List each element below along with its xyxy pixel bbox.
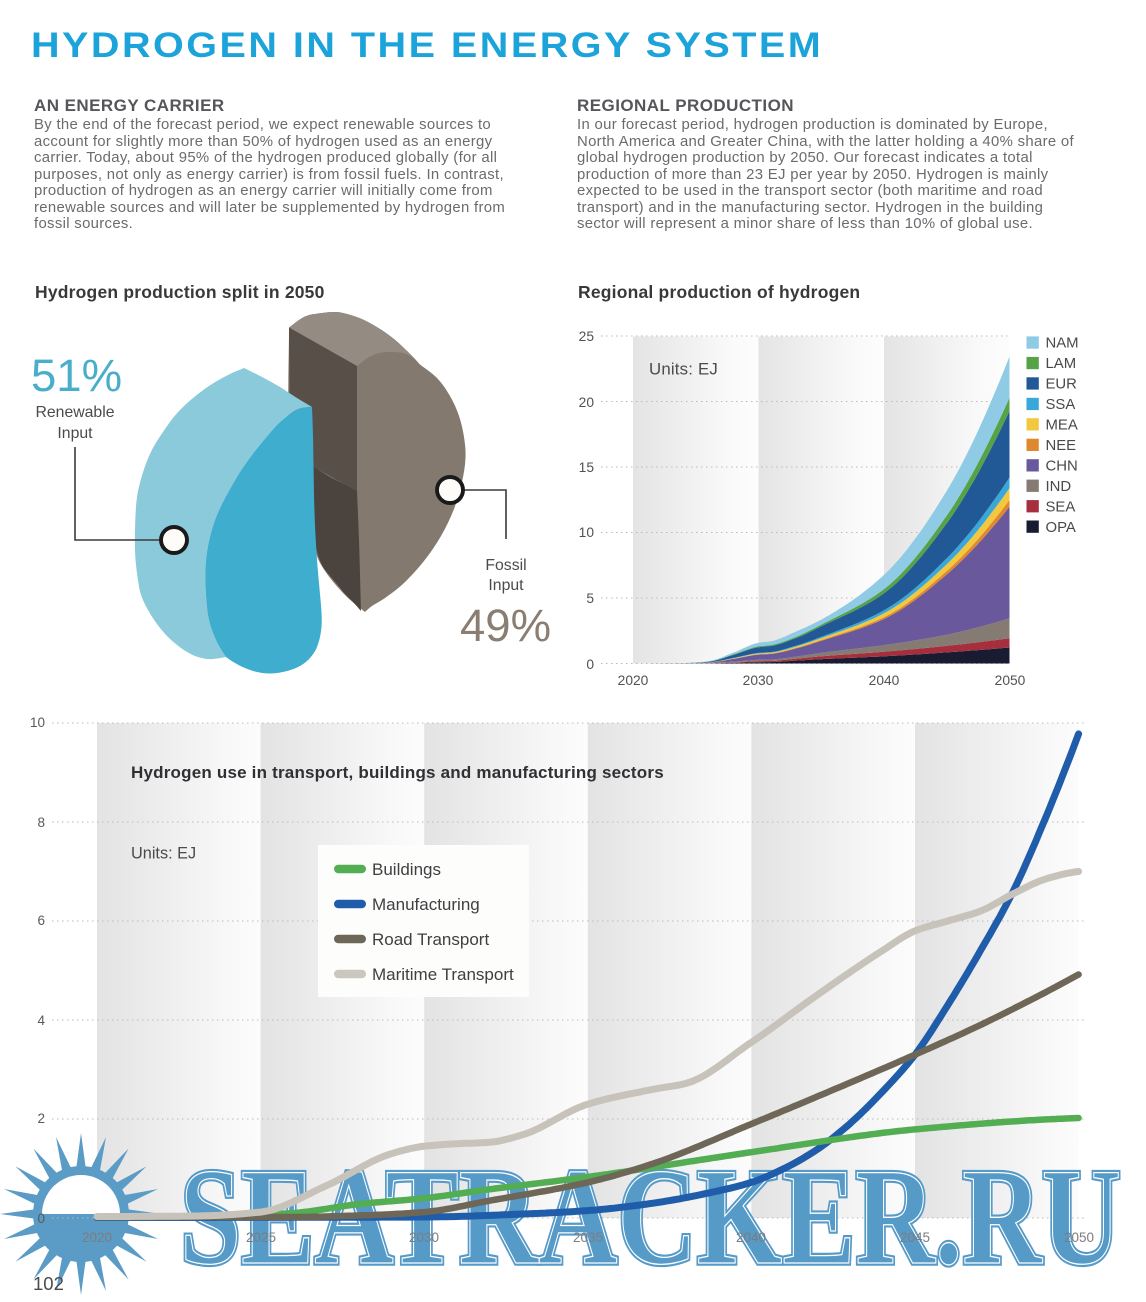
svg-text:6: 6: [37, 913, 45, 928]
svg-text:Manufacturing: Manufacturing: [372, 895, 480, 914]
svg-text:OPA: OPA: [1046, 520, 1076, 536]
svg-text:SSA: SSA: [1046, 397, 1076, 413]
svg-text:2050: 2050: [995, 673, 1026, 688]
svg-text:NAM: NAM: [1046, 336, 1079, 352]
svg-text:2025: 2025: [246, 1230, 276, 1245]
svg-text:15: 15: [579, 460, 595, 475]
svg-text:25: 25: [579, 329, 595, 344]
svg-text:Units: EJ: Units: EJ: [649, 360, 718, 379]
svg-text:Hydrogen use in transport, bui: Hydrogen use in transport, buildings and…: [131, 763, 664, 782]
svg-text:MEA: MEA: [1046, 418, 1078, 434]
svg-text:2030: 2030: [409, 1230, 439, 1245]
svg-text:EUR: EUR: [1046, 377, 1078, 393]
svg-text:2040: 2040: [736, 1230, 766, 1245]
svg-text:2020: 2020: [618, 673, 649, 688]
svg-text:CHN: CHN: [1046, 459, 1078, 475]
svg-text:2030: 2030: [743, 673, 774, 688]
svg-text:LAM: LAM: [1046, 356, 1077, 372]
svg-text:5: 5: [586, 591, 594, 606]
svg-text:8: 8: [37, 815, 45, 830]
svg-text:4: 4: [37, 1013, 45, 1028]
svg-text:2035: 2035: [573, 1230, 603, 1245]
svg-text:0: 0: [37, 1211, 45, 1226]
svg-text:0: 0: [586, 657, 594, 672]
svg-text:2040: 2040: [869, 673, 900, 688]
svg-text:10: 10: [579, 525, 595, 540]
svg-text:2020: 2020: [82, 1230, 112, 1245]
svg-text:Road Transport: Road Transport: [372, 930, 489, 949]
svg-text:Units: EJ: Units: EJ: [131, 845, 196, 863]
svg-text:20: 20: [579, 395, 595, 410]
svg-text:2050: 2050: [1064, 1230, 1094, 1245]
svg-text:Maritime Transport: Maritime Transport: [372, 965, 514, 984]
svg-text:Buildings: Buildings: [372, 860, 441, 879]
svg-text:NEE: NEE: [1046, 438, 1077, 454]
svg-text:SEA: SEA: [1046, 499, 1076, 515]
svg-text:2: 2: [37, 1111, 45, 1126]
svg-text:IND: IND: [1046, 479, 1072, 495]
svg-text:2045: 2045: [900, 1230, 930, 1245]
svg-text:10: 10: [30, 715, 45, 730]
